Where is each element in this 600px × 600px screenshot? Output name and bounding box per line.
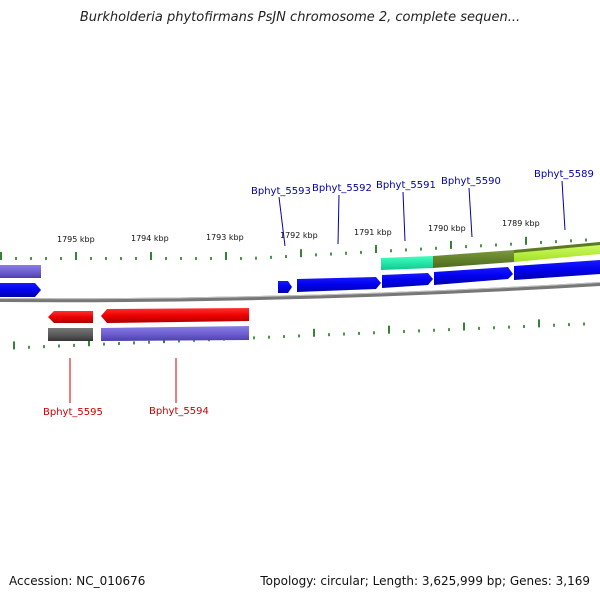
label-bphyt-5593[interactable]: Bphyt_5593 xyxy=(251,186,311,197)
gene-bphyt-5592[interactable] xyxy=(297,277,381,292)
label-bphyt-5591[interactable]: Bphyt_5591 xyxy=(376,180,436,191)
gene-bphyt-5590[interactable] xyxy=(434,267,513,285)
scale-label-1795: 1795 kbp xyxy=(57,235,95,244)
scale-label-1790: 1790 kbp xyxy=(428,224,466,233)
forward-genes xyxy=(0,260,600,297)
scale-label-1789: 1789 kbp xyxy=(502,219,540,228)
genome-backbone xyxy=(0,282,600,303)
forward-gene-labels: Bphyt_5593 Bphyt_5592 Bphyt_5591 Bphyt_5… xyxy=(251,169,594,247)
feature-teal[interactable] xyxy=(381,256,433,270)
reverse-gene-labels: Bphyt_5595 Bphyt_5594 xyxy=(43,358,209,418)
leader-bphyt-5589 xyxy=(561,180,566,231)
gene-bphyt-5594[interactable] xyxy=(101,308,249,323)
leader-bphyt-5593 xyxy=(278,196,286,247)
leader-bphyt-5591 xyxy=(402,191,406,242)
label-bphyt-5592[interactable]: Bphyt_5592 xyxy=(312,183,372,194)
genome-backbone-highlight xyxy=(0,282,600,300)
gene-bphyt-5589[interactable] xyxy=(514,260,600,280)
genome-summary-text: Topology: circular; Length: 3,625,999 bp… xyxy=(260,574,590,588)
label-bphyt-5590[interactable]: Bphyt_5590 xyxy=(441,176,501,187)
scale-label-1791: 1791 kbp xyxy=(354,228,392,237)
feature-band xyxy=(0,242,600,278)
label-bphyt-5589[interactable]: Bphyt_5589 xyxy=(534,169,594,180)
gene-bphyt-5595[interactable] xyxy=(48,311,93,323)
scale-labels: 1795 kbp 1794 kbp 1793 kbp 1792 kbp 1791… xyxy=(57,219,540,244)
map-title: Burkholderia phytofirmans PsJN chromosom… xyxy=(79,10,521,25)
feature-left-purple[interactable] xyxy=(0,265,41,278)
scale-label-1793: 1793 kbp xyxy=(206,233,244,242)
feature-olive[interactable] xyxy=(433,250,514,268)
leader-bphyt-5592 xyxy=(337,194,340,245)
feature-olive-cap xyxy=(514,242,600,253)
gene-bphyt-5591[interactable] xyxy=(382,273,433,288)
leader-bphyt-5590 xyxy=(468,187,473,238)
gene-forward-left-edge[interactable] xyxy=(0,283,41,297)
label-bphyt-5595[interactable]: Bphyt_5595 xyxy=(43,407,103,418)
gene-bphyt-5593[interactable] xyxy=(278,281,292,293)
label-bphyt-5594[interactable]: Bphyt_5594 xyxy=(149,406,209,417)
scale-ticks-top xyxy=(0,236,587,260)
feature-bphyt-5594-band[interactable] xyxy=(101,326,249,341)
scale-ticks-bottom xyxy=(13,319,585,350)
scale-label-1792: 1792 kbp xyxy=(280,231,318,240)
feature-bphyt-5595-band[interactable] xyxy=(48,328,93,341)
accession-text: Accession: NC_010676 xyxy=(9,574,146,588)
reverse-genes xyxy=(48,308,249,341)
scale-label-1794: 1794 kbp xyxy=(131,234,169,243)
